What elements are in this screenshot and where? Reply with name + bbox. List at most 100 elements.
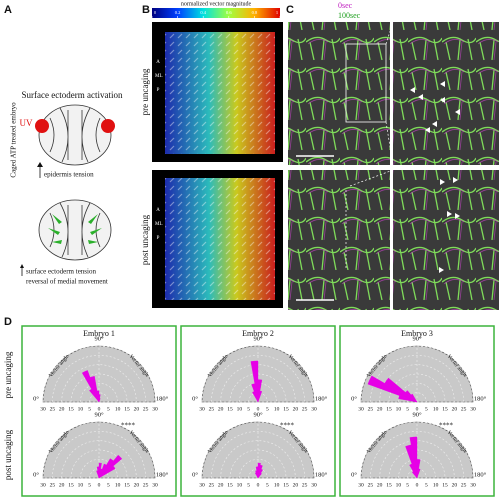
panel-a-title: Surface ectoderm activation bbox=[22, 90, 123, 100]
uv-spot bbox=[101, 119, 115, 133]
theta-tick-label: 90° bbox=[94, 335, 104, 342]
r-tick-label: 10 bbox=[396, 482, 402, 488]
r-tick-label: 5 bbox=[406, 406, 409, 412]
rose-wedge bbox=[98, 398, 101, 403]
r-tick-label: 10 bbox=[115, 406, 121, 412]
r-tick-label: 20 bbox=[59, 482, 65, 488]
arrow-head bbox=[37, 162, 43, 167]
grid-ring bbox=[407, 468, 427, 479]
grid-ring bbox=[229, 449, 287, 479]
r-tick-label: 25 bbox=[461, 482, 467, 488]
r-tick-label: 15 bbox=[386, 482, 392, 488]
r-tick-label: 25 bbox=[368, 482, 374, 488]
row-label: pre uncaging bbox=[140, 68, 150, 115]
theta-tick-label: 180° bbox=[156, 395, 169, 402]
rose-wedge bbox=[410, 393, 418, 403]
grid-ring bbox=[70, 449, 128, 479]
rose-wedge bbox=[405, 390, 418, 403]
theta-tick-label: 90° bbox=[94, 411, 104, 418]
rose-wedge bbox=[250, 360, 259, 403]
panel-a-note: reversal of medial movement bbox=[26, 278, 108, 286]
r-tick-label: 25 bbox=[143, 482, 149, 488]
grid-ring bbox=[89, 468, 109, 479]
grid-ring bbox=[370, 431, 464, 479]
rose-wedge bbox=[98, 454, 123, 479]
grid-ring bbox=[52, 431, 146, 479]
r-tick-label: 5 bbox=[425, 482, 428, 488]
r-tick-label: 5 bbox=[406, 482, 409, 488]
r-tick-label: 15 bbox=[227, 406, 233, 412]
r-tick-label: 15 bbox=[68, 482, 74, 488]
column-title: Embryo 1 bbox=[83, 329, 115, 338]
r-tick-label: 30 bbox=[199, 406, 205, 412]
grid-ring bbox=[398, 383, 436, 403]
r-tick-label: 30 bbox=[358, 482, 364, 488]
r-tick-label: 0 bbox=[98, 406, 101, 412]
grid-ring bbox=[211, 431, 305, 479]
grid-ring bbox=[220, 364, 296, 403]
significance: **** bbox=[439, 422, 454, 430]
rose-wedge bbox=[257, 472, 262, 479]
r-tick-label: 25 bbox=[461, 406, 467, 412]
r-tick-label: 10 bbox=[274, 482, 280, 488]
r-tick-label: 20 bbox=[377, 406, 383, 412]
axis-label: ML bbox=[155, 74, 163, 79]
r-tick-label: 15 bbox=[124, 406, 130, 412]
grid-ring bbox=[201, 345, 315, 403]
r-tick-label: 0 bbox=[257, 482, 260, 488]
r-tick-label: 15 bbox=[227, 482, 233, 488]
r-tick-label: 25 bbox=[50, 482, 56, 488]
arrow-label: epidermis tension bbox=[44, 171, 94, 179]
arrow-head bbox=[20, 264, 24, 268]
polar-background bbox=[42, 421, 156, 479]
panel-a-caption: Caged ATP treated embryo bbox=[10, 102, 18, 178]
r-tick-label: 20 bbox=[377, 482, 383, 488]
axis-label: A bbox=[156, 208, 160, 213]
theta-tick-label: 0° bbox=[33, 471, 39, 478]
r-tick-label: 30 bbox=[199, 482, 205, 488]
row-label: pre uncaging bbox=[3, 351, 13, 398]
zoom-guide bbox=[345, 169, 394, 270]
r-tick-label: 5 bbox=[107, 406, 110, 412]
r-tick-label: 15 bbox=[124, 482, 130, 488]
r-tick-label: 20 bbox=[452, 406, 458, 412]
grid-ring bbox=[388, 373, 446, 403]
grid-ring bbox=[379, 440, 455, 479]
r-tick-label: 20 bbox=[134, 482, 140, 488]
grid-ring bbox=[248, 468, 268, 479]
theta-tick-label: 180° bbox=[315, 395, 328, 402]
grid-ring bbox=[42, 345, 156, 403]
row-label: post uncaging bbox=[140, 214, 150, 265]
micrograph-zoom bbox=[393, 170, 499, 310]
axis-label: P bbox=[157, 88, 160, 93]
colorbar-tick-label: 1 bbox=[276, 10, 278, 15]
r-tick-label: 10 bbox=[274, 406, 280, 412]
theta-tick-label: 180° bbox=[474, 395, 487, 402]
grid-ring bbox=[239, 459, 277, 479]
panel-a-note: surface ectoderm tension bbox=[26, 268, 96, 276]
r-tick-label: 30 bbox=[40, 406, 46, 412]
theta-tick-label: 0° bbox=[192, 395, 198, 402]
r-tick-label: 30 bbox=[152, 482, 158, 488]
r-tick-label: 20 bbox=[293, 406, 299, 412]
r-tick-label: 20 bbox=[218, 482, 224, 488]
grid-ring bbox=[201, 421, 315, 479]
grid-ring bbox=[80, 459, 118, 479]
r-tick-label: 15 bbox=[283, 406, 289, 412]
micrograph bbox=[288, 22, 390, 165]
colorbar-title: normalized vector magnitude bbox=[181, 1, 252, 7]
grid-ring bbox=[61, 440, 137, 479]
rose-wedge bbox=[98, 465, 116, 479]
axis-label: A bbox=[156, 60, 160, 65]
r-tick-label: 25 bbox=[209, 406, 215, 412]
colorbar-tick-label: 0.6 bbox=[226, 10, 232, 15]
r-tick-label: 30 bbox=[152, 406, 158, 412]
quiver-arrows bbox=[165, 32, 275, 154]
rose-wedge bbox=[257, 390, 263, 403]
r-tick-label: 5 bbox=[88, 482, 91, 488]
rose-wedge bbox=[384, 377, 418, 403]
rose-wedge bbox=[96, 390, 100, 403]
polar-background bbox=[201, 421, 315, 479]
panel-label: B bbox=[142, 4, 150, 16]
polar-background bbox=[42, 345, 156, 403]
